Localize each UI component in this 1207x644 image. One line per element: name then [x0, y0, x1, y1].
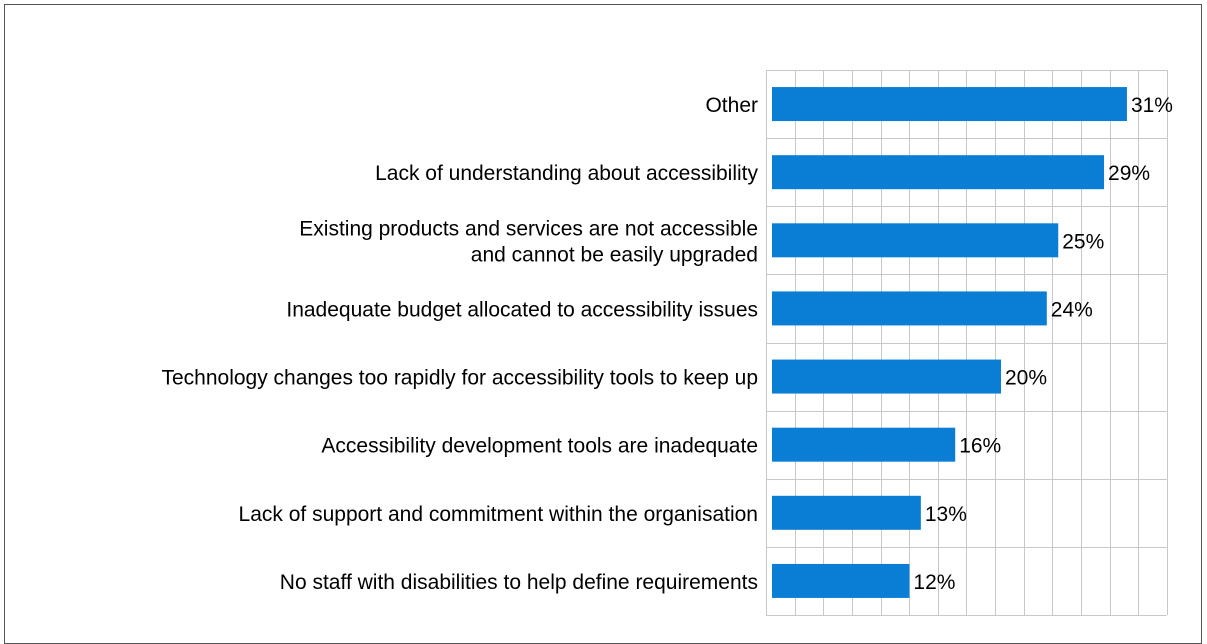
value-label: 24%: [1051, 298, 1093, 321]
category-label: Existing products and services are not a…: [299, 217, 758, 240]
category-label: and cannot be easily upgraded: [471, 243, 758, 266]
category-label: Inadequate budget allocated to accessibi…: [286, 298, 758, 321]
category-label: Lack of understanding about accessibilit…: [375, 162, 758, 185]
value-label: 29%: [1108, 162, 1150, 185]
bar: [772, 87, 1127, 122]
bar: [772, 359, 1001, 394]
value-label: 13%: [925, 503, 967, 526]
value-label: 20%: [1005, 367, 1047, 390]
bar: [772, 427, 956, 462]
grid-lines: [766, 70, 1168, 616]
category-label: Other: [705, 94, 758, 117]
category-label: No staff with disabilities to help defin…: [280, 571, 758, 594]
bars: [772, 87, 1127, 598]
bar-chart: Other Lack of understanding about accessi…: [161, 70, 1173, 616]
category-labels: Other Lack of understanding about accessi…: [161, 94, 758, 594]
category-label: Lack of support and commitment within th…: [239, 503, 758, 526]
bar: [772, 223, 1059, 258]
value-label: 31%: [1131, 94, 1173, 117]
category-label: Accessibility development tools are inad…: [321, 435, 758, 458]
bar: [772, 291, 1047, 326]
value-label: 16%: [959, 435, 1001, 458]
value-labels: 31% 29% 25% 24% 20% 16% 13% 12%: [913, 94, 1173, 594]
chart-frame: Other Lack of understanding about accessi…: [4, 4, 1202, 644]
value-label: 12%: [913, 571, 955, 594]
value-label: 25%: [1062, 230, 1104, 253]
bar: [772, 563, 910, 598]
bar: [772, 495, 921, 530]
category-label: Technology changes too rapidly for acces…: [161, 367, 758, 390]
bar: [772, 155, 1105, 190]
